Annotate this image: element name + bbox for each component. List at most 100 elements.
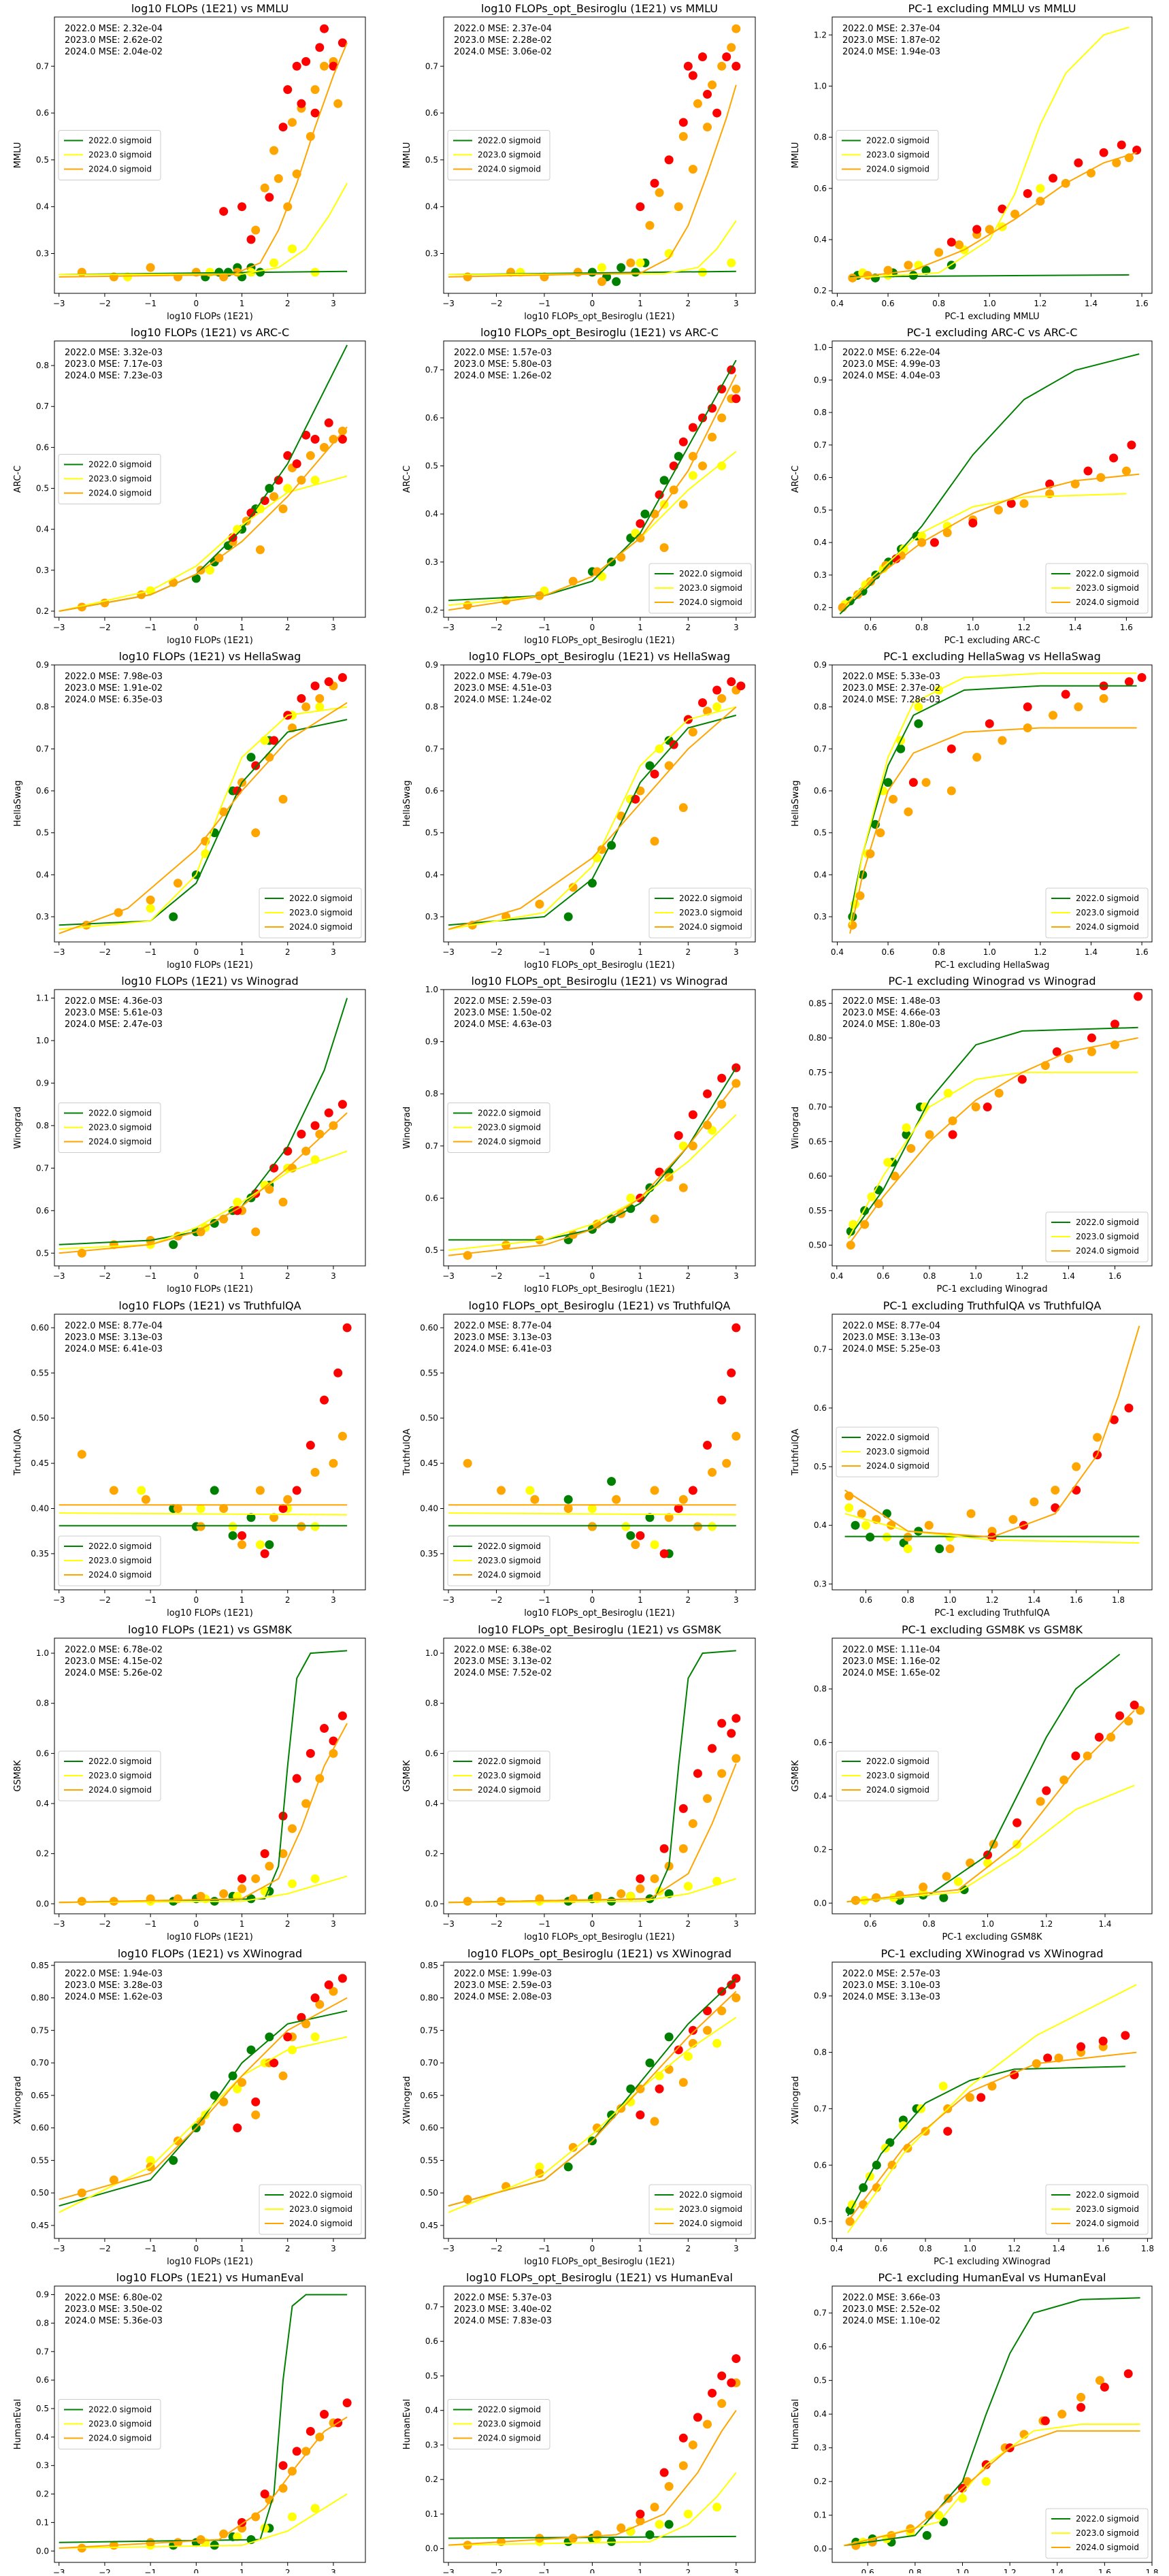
x-tick-label: 2 xyxy=(686,1919,691,1929)
y-tick-label: 0.70 xyxy=(808,1103,827,1112)
legend-label: 2024.0 sigmoid xyxy=(478,1785,541,1795)
data-point xyxy=(1051,1486,1060,1495)
x-tick-label: 1 xyxy=(240,2568,245,2573)
x-tick-label: 1.8 xyxy=(1141,2244,1154,2253)
fit-curve xyxy=(59,2493,348,2549)
data-point xyxy=(329,1748,338,1758)
x-tick-label: −2 xyxy=(99,1919,111,1929)
y-tick-label: 0.50 xyxy=(420,2188,438,2198)
data-point xyxy=(607,1477,616,1486)
x-tick-label: 3 xyxy=(734,299,739,308)
y-tick-label: 1.0 xyxy=(36,1648,49,1658)
data-point xyxy=(265,2032,274,2042)
x-tick-label: −2 xyxy=(491,299,503,308)
mse-annotation: 2022.0 MSE: 2.57e-03 xyxy=(842,1969,940,1979)
x-tick-label: 0.6 xyxy=(859,1595,872,1605)
x-tick-label: 0.4 xyxy=(830,1271,843,1281)
data-point xyxy=(731,61,741,71)
mse-annotation: 2022.0 MSE: 3.66e-03 xyxy=(842,2293,940,2303)
y-tick-label: 0.70 xyxy=(31,2058,49,2068)
data-point xyxy=(717,2371,727,2381)
chart-panel: PC-1 excluding XWinograd vs XWinograd 0.4… xyxy=(791,1947,1154,2267)
legend-label: 2024.0 sigmoid xyxy=(866,1785,929,1795)
data-point xyxy=(228,1522,237,1531)
data-point xyxy=(310,476,320,485)
x-axis-label: log10 FLOPs_opt_Besiroglu (1E21) xyxy=(524,636,674,646)
data-point xyxy=(342,1323,352,1333)
x-tick-label: 3 xyxy=(734,1271,739,1281)
x-tick-label: 0.8 xyxy=(902,1595,915,1605)
plot-area xyxy=(848,672,1147,934)
data-point xyxy=(337,38,347,48)
data-point xyxy=(678,118,688,127)
x-tick-label: 1 xyxy=(638,299,643,308)
data-point xyxy=(678,1804,688,1813)
chart-panel: log10 FLOPs (1E21) vs GSM8K −3 −2 −1 0 1 2 3 0.0… xyxy=(13,1623,366,1942)
legend: 2022.0 sigmoid 2023.0 sigmoid 2024.0 sigmo… xyxy=(58,130,161,180)
chart-title: log10 FLOPs_opt_Besiroglu (1E21) vs Trut… xyxy=(469,1299,731,1313)
fit-curve xyxy=(448,374,737,611)
legend-box xyxy=(1045,2508,1149,2559)
data-point xyxy=(636,519,645,528)
y-tick-label: 0.6 xyxy=(814,1738,827,1747)
x-tick-label: 1.4 xyxy=(1062,1271,1075,1281)
fit-curve xyxy=(448,706,737,930)
data-point xyxy=(1132,145,1142,154)
x-tick-label: 3 xyxy=(331,299,336,308)
mse-annotation: 2022.0 MSE: 1.11e-04 xyxy=(842,1645,940,1655)
data-point xyxy=(972,225,982,234)
data-point xyxy=(269,146,279,155)
y-tick-label: 0.5 xyxy=(36,484,49,493)
data-point xyxy=(731,2354,741,2364)
data-point xyxy=(1012,1818,1022,1827)
chart-panel: log10 FLOPs_opt_Besiroglu (1E21) vs Huma… xyxy=(402,2271,756,2576)
data-point xyxy=(1017,1075,1027,1084)
x-axis-label: log10 FLOPs_opt_Besiroglu (1E21) xyxy=(524,960,674,971)
data-point xyxy=(1100,2383,1109,2392)
fit-curve xyxy=(847,2051,1137,2222)
data-point xyxy=(921,265,931,275)
data-point xyxy=(292,1486,301,1495)
fit-curve xyxy=(846,1984,1137,2234)
data-point xyxy=(1124,677,1134,687)
x-tick-label: −3 xyxy=(53,1919,65,1929)
data-point xyxy=(324,1108,333,1118)
y-tick-label: 0.8 xyxy=(814,2048,827,2057)
data-point xyxy=(659,1844,669,1853)
fit-curve xyxy=(59,1150,348,1250)
x-tick-label: 1 xyxy=(638,2244,643,2253)
data-point xyxy=(942,1872,951,1881)
data-point xyxy=(965,2093,974,2102)
plot-area xyxy=(59,24,348,282)
x-tick-label: 1 xyxy=(240,1595,245,1605)
plot-area xyxy=(59,344,348,612)
y-tick-label: 0.6 xyxy=(36,108,49,118)
data-point xyxy=(169,1240,178,1250)
y-tick-label: 0.2 xyxy=(425,1849,438,1859)
data-point xyxy=(1130,1700,1139,1710)
data-point xyxy=(251,761,261,770)
data-point xyxy=(269,492,279,502)
x-tick-label: 1.6 xyxy=(1120,623,1133,632)
y-axis-label: HumanEval xyxy=(402,2399,412,2449)
legend-box xyxy=(1045,2184,1149,2235)
y-tick-label: 0.2 xyxy=(425,605,438,615)
data-point xyxy=(896,744,906,753)
x-tick-label: 3 xyxy=(331,1919,336,1929)
legend-label: 2022.0 sigmoid xyxy=(1076,569,1139,578)
data-point xyxy=(650,1540,659,1550)
data-point xyxy=(655,1167,664,1177)
y-tick-label: 0.6 xyxy=(425,2336,438,2346)
data-point xyxy=(966,1858,975,1868)
mse-annotation: 2024.0 MSE: 5.26e-02 xyxy=(65,1668,163,1678)
data-point xyxy=(324,1980,333,1989)
x-axis-label: log10 FLOPs_opt_Besiroglu (1E21) xyxy=(524,1932,674,1942)
mse-annotation: 2023.0 MSE: 2.37e-02 xyxy=(842,683,940,694)
data-point xyxy=(1072,1462,1081,1471)
legend-box xyxy=(1045,563,1149,614)
data-point xyxy=(703,1441,712,1450)
data-point xyxy=(315,1129,325,1139)
x-tick-label: 1.0 xyxy=(966,623,979,632)
data-point xyxy=(278,504,288,514)
chart-title: log10 FLOPs (1E21) vs TruthfulQA xyxy=(118,1299,301,1312)
